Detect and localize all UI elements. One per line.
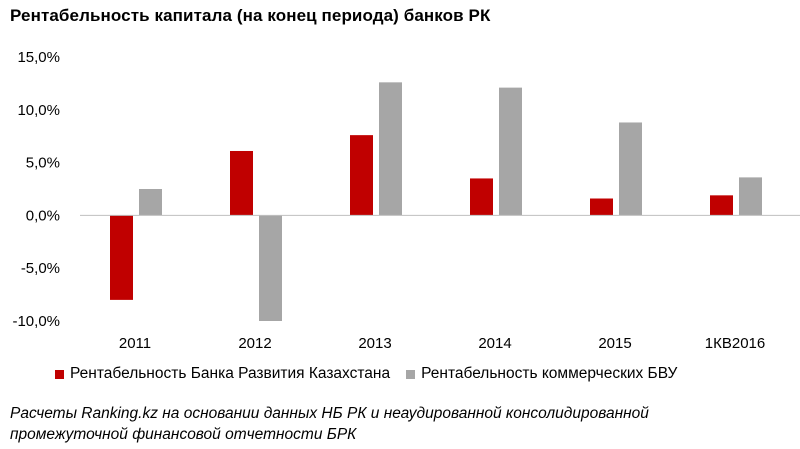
legend-item-bvu: Рентабельность коммерческих БВУ bbox=[406, 365, 677, 383]
legend-swatch-brk bbox=[55, 369, 64, 379]
x-tick-label: 2015 bbox=[598, 335, 631, 352]
bar-brk-2015 bbox=[590, 198, 613, 216]
x-tick-label: 2012 bbox=[238, 335, 271, 352]
y-tick-label: 10,0% bbox=[17, 102, 60, 119]
y-tick-label: 15,0% bbox=[17, 49, 60, 66]
y-tick-label: -5,0% bbox=[21, 260, 60, 277]
y-tick-label: 5,0% bbox=[26, 155, 60, 172]
x-tick-label: 2013 bbox=[358, 335, 391, 352]
bar-brk-2012 bbox=[230, 150, 253, 216]
legend-swatch-bvu bbox=[406, 369, 416, 379]
bar-chart: -10,0% -5,0% 0,0% 5,0% 10,0% 15,0% 2011 2012 201… bbox=[12, 49, 800, 352]
legend: Рентабельность Банка Развития Казахстана… bbox=[55, 365, 677, 383]
legend-label-brk: Рентабельность Банка Развития Казахстана bbox=[70, 365, 391, 382]
bar-bvu-2012 bbox=[259, 215, 282, 321]
legend-label-bvu: Рентабельность коммерческих БВУ bbox=[421, 365, 678, 382]
source-footnote: Расчеты Ranking.kz на основании данных Н… bbox=[10, 405, 649, 443]
y-tick-label: -10,0% bbox=[12, 313, 60, 330]
chart-title: Рентабельность капитала (на конец период… bbox=[10, 6, 491, 25]
bar-brk-2011 bbox=[110, 215, 133, 300]
x-tick-label: 2014 bbox=[478, 335, 511, 352]
x-tick-label: 1КВ2016 bbox=[705, 335, 765, 352]
bar-bvu-2013 bbox=[379, 82, 402, 216]
y-tick-label: 0,0% bbox=[26, 207, 60, 224]
bar-bvu-2014 bbox=[499, 87, 522, 216]
x-tick-label: 2011 bbox=[119, 335, 151, 352]
legend-item-brk: Рентабельность Банка Развития Казахстана bbox=[55, 365, 390, 383]
bar-brk-1КВ2016 bbox=[710, 195, 733, 216]
bar-bvu-2011 bbox=[139, 189, 162, 216]
bar-bvu-1КВ2016 bbox=[739, 177, 762, 216]
bar-bvu-2015 bbox=[619, 122, 642, 216]
bar-brk-2014 bbox=[470, 178, 493, 216]
bar-brk-2013 bbox=[350, 135, 373, 216]
